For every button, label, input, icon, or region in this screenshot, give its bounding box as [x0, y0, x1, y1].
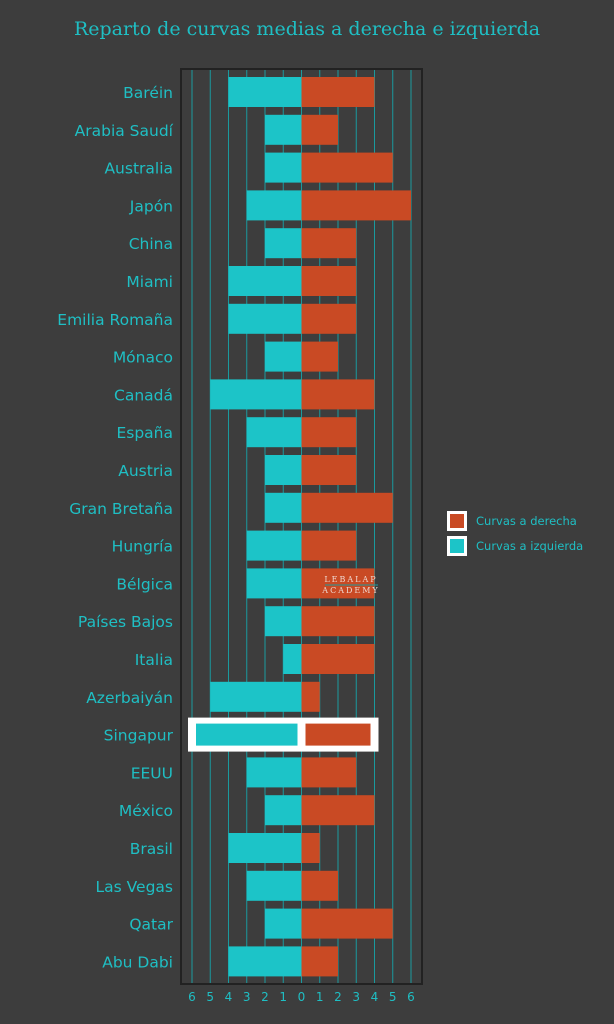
bar-left [246, 417, 302, 448]
category-label: Abu Dabi [102, 953, 173, 971]
bar-right [301, 228, 357, 259]
category-label: Azerbaiyán [86, 689, 173, 707]
bar-right [301, 114, 338, 145]
category-label: Australia [104, 160, 173, 178]
category-label: Mónaco [113, 349, 173, 367]
legend-item-left: Curvas a izquierda [447, 533, 583, 558]
bar-left [265, 341, 302, 372]
bar-left [228, 77, 302, 107]
bar-left [246, 530, 302, 561]
category-label: Las Vegas [96, 878, 174, 896]
category-label: Países Bajos [78, 613, 173, 631]
bar-right [301, 341, 338, 372]
legend-label-right: Curvas a derecha [476, 513, 577, 528]
category-label: Bélgica [116, 575, 173, 593]
category-label: Emilia Romaña [57, 311, 173, 329]
bar-right [301, 568, 375, 599]
bar-right [301, 606, 375, 637]
watermark-line1: LEBALAP [324, 575, 377, 584]
bar-left [228, 946, 302, 977]
bar-left [265, 606, 302, 637]
bar-right [301, 77, 375, 107]
bar-left [265, 114, 302, 145]
bar-right [305, 723, 371, 746]
bar-left [210, 681, 302, 712]
bar-left [265, 795, 302, 826]
bar-left [246, 870, 302, 901]
bar-right [301, 492, 393, 523]
bar-right [301, 757, 357, 788]
category-label: Hungría [112, 538, 173, 556]
chart-title: Reparto de curvas medias a derecha e izq… [73, 18, 541, 40]
bar-left [210, 379, 302, 410]
legend-label-left: Curvas a izquierda [476, 538, 584, 553]
legend-item-right: Curvas a derecha [447, 508, 583, 533]
category-label: EEUU [131, 764, 173, 782]
category-label: Austria [118, 462, 173, 480]
bar-right [301, 644, 375, 674]
bar-right [301, 190, 411, 221]
category-label: Qatar [129, 916, 173, 934]
bar-right [301, 870, 338, 901]
x-tick-label: 5 [206, 990, 214, 1004]
x-tick-label: 4 [225, 990, 233, 1004]
category-label: México [119, 802, 173, 820]
x-tick-label: 4 [371, 990, 379, 1004]
bar-right [301, 266, 357, 296]
bar-right [301, 417, 357, 448]
x-tick-label: 6 [188, 990, 196, 1004]
x-tick-label: 1 [316, 990, 324, 1004]
category-label: Gran Bretaña [69, 500, 173, 518]
legend-swatch-right [447, 510, 467, 531]
bar-right [301, 795, 375, 826]
x-tick-label: 5 [389, 990, 397, 1004]
category-label: Miami [126, 273, 173, 291]
bar-left [246, 568, 302, 599]
x-tick-label: 0 [298, 990, 306, 1004]
bar-left [265, 492, 302, 523]
category-label: Singapur [104, 727, 174, 745]
x-tick-label: 6 [407, 990, 415, 1004]
bar-right [301, 152, 393, 183]
category-label: Italia [135, 651, 173, 669]
bar-left [246, 757, 302, 788]
bar-left [265, 228, 302, 259]
bar-right [301, 681, 320, 712]
x-tick-label: 1 [279, 990, 287, 1004]
category-label: Arabia Saudí [75, 122, 174, 140]
category-label: Japón [129, 197, 173, 215]
bar-left [228, 266, 302, 296]
category-label: Baréin [123, 84, 173, 102]
x-tick-label: 2 [261, 990, 269, 1004]
category-label: Canadá [114, 386, 173, 404]
bar-left [228, 303, 302, 334]
x-tick-label: 3 [243, 990, 251, 1004]
bar-left [228, 833, 302, 863]
bar-left [265, 908, 302, 939]
legend-swatch-left [447, 535, 467, 556]
bar-left [196, 723, 298, 746]
watermark-line2: ACADEMY [321, 586, 379, 595]
bar-left [265, 455, 302, 485]
bar-left [246, 190, 302, 221]
bar-left [265, 152, 302, 183]
bar-right [301, 455, 357, 485]
category-label: China [129, 235, 173, 253]
bar-right [301, 946, 338, 977]
bar-right [301, 379, 375, 410]
legend: Curvas a derecha Curvas a izquierda [447, 508, 583, 558]
bar-right [301, 833, 320, 863]
bar-right [301, 908, 393, 939]
bar-right [301, 303, 357, 334]
x-tick-label: 3 [352, 990, 360, 1004]
bar-left [283, 644, 302, 674]
x-tick-label: 2 [334, 990, 342, 1004]
bar-right [301, 530, 357, 561]
category-label: España [116, 424, 173, 442]
category-label: Brasil [130, 840, 173, 858]
